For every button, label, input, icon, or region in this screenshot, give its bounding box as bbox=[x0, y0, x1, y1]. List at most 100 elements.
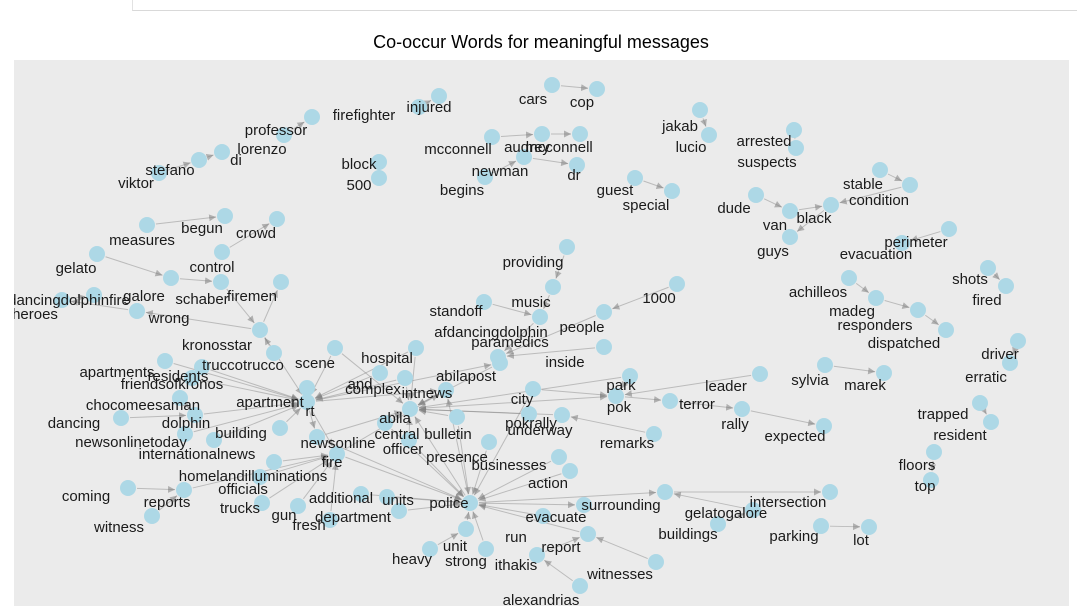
node-sylvia bbox=[817, 357, 833, 373]
node-lot bbox=[861, 519, 877, 535]
node-label-expected: expected bbox=[765, 428, 826, 445]
node-label-driver: driver bbox=[981, 346, 1019, 363]
node-and bbox=[372, 365, 388, 381]
node-suspects bbox=[788, 140, 804, 156]
node-label-newsonlinetoday: newsonlinetoday bbox=[75, 434, 187, 451]
node-label-special: special bbox=[623, 197, 670, 214]
edge-inside-paramedics bbox=[506, 347, 596, 359]
node-unit bbox=[458, 521, 474, 537]
node-central bbox=[377, 415, 393, 431]
node-label-achilleos: achilleos bbox=[789, 284, 847, 301]
edge-police-evacuate bbox=[478, 501, 576, 509]
node-internationalnews bbox=[206, 432, 222, 448]
node-fresh bbox=[322, 512, 338, 528]
node-reports bbox=[176, 482, 192, 498]
node-heroes bbox=[54, 292, 70, 308]
node-viktor bbox=[151, 165, 167, 181]
node-afdancingdolphin bbox=[532, 309, 548, 325]
node-label-officials: officials bbox=[218, 481, 268, 498]
node-label-sylvia: sylvia bbox=[791, 372, 829, 389]
node-label-top: top bbox=[915, 478, 936, 495]
node-label-standoff: standoff bbox=[429, 303, 483, 320]
node-begun bbox=[217, 208, 233, 224]
edge-lorenzo-professor bbox=[291, 121, 305, 131]
node-di bbox=[214, 144, 230, 160]
node-intersection bbox=[822, 484, 838, 500]
node-label-suspects: suspects bbox=[737, 154, 796, 171]
node-gelato bbox=[89, 246, 105, 262]
edge-people-paramedics bbox=[506, 315, 596, 354]
edge-galore-schaber bbox=[179, 277, 213, 285]
node-label-alexandrias: alexandrias bbox=[503, 592, 580, 606]
node-label-additional: additional bbox=[309, 490, 373, 507]
node-schaber bbox=[213, 274, 229, 290]
node-officer bbox=[401, 432, 417, 448]
node-label-black: black bbox=[796, 210, 832, 227]
node-trapped bbox=[972, 395, 988, 411]
edge-fresh-fire bbox=[330, 462, 339, 512]
node-label-truccotrucco: truccotrucco bbox=[202, 357, 284, 374]
edge-building-rt bbox=[286, 407, 301, 423]
node-label-van: van bbox=[763, 217, 787, 234]
edge-friendsofkronos-rt bbox=[200, 379, 299, 403]
node-label-audrey: audrey bbox=[504, 139, 550, 156]
node-gun bbox=[290, 498, 306, 514]
node-city bbox=[525, 381, 541, 397]
node-dispatched bbox=[938, 322, 954, 338]
edge-rt-intnews bbox=[315, 387, 438, 402]
node-hospital bbox=[408, 340, 424, 356]
node-begins bbox=[477, 169, 493, 185]
edge-responders-dispatched bbox=[925, 314, 939, 326]
node-floors bbox=[926, 444, 942, 460]
node-van bbox=[782, 203, 798, 219]
node-driver bbox=[1010, 333, 1026, 349]
node-label-abila: abila bbox=[379, 410, 411, 427]
node-wrong bbox=[129, 303, 145, 319]
node-1000 bbox=[669, 276, 685, 292]
node-label-control: control bbox=[189, 259, 234, 276]
edge-and-rt bbox=[315, 375, 372, 400]
edge-abila-pok bbox=[418, 393, 608, 409]
edge-complex-rt bbox=[315, 379, 397, 402]
edge-buildings-gelatogalore bbox=[726, 512, 745, 522]
edge-newsonline-police bbox=[325, 440, 462, 500]
node-police bbox=[462, 495, 478, 511]
node-label-floors: floors bbox=[899, 457, 936, 474]
node-label-surrounding: surrounding bbox=[581, 497, 660, 514]
edge-city-pok bbox=[541, 389, 608, 399]
node-evacuation bbox=[894, 235, 910, 251]
node-truccotrucco bbox=[266, 345, 282, 361]
node-report bbox=[580, 526, 596, 542]
edge-stefano-di bbox=[205, 153, 214, 161]
node-label-1000: 1000 bbox=[642, 290, 675, 307]
node-label-schaber: schaber bbox=[175, 291, 228, 308]
edge-wrong-heroes bbox=[70, 298, 129, 311]
node-label-pok: pok bbox=[607, 399, 632, 416]
node-label-resident: resident bbox=[933, 427, 987, 444]
edge-fire-police bbox=[345, 456, 462, 501]
node-label-trucks: trucks bbox=[220, 500, 260, 517]
node-label-mcconnell: mcconnell bbox=[424, 141, 492, 158]
node-label-newman: newman bbox=[472, 163, 529, 180]
node-scene bbox=[327, 340, 343, 356]
node-label-professor: professor bbox=[245, 122, 308, 139]
node-label-pokrally: pokrally bbox=[505, 415, 557, 432]
node-control bbox=[214, 244, 230, 260]
node-top bbox=[923, 472, 939, 488]
node-madeg bbox=[868, 290, 884, 306]
node-label-di: di bbox=[230, 152, 242, 169]
node-condition bbox=[902, 177, 918, 193]
node-music bbox=[545, 279, 561, 295]
edge-gelato-galore bbox=[105, 256, 163, 277]
node-label-underway: underway bbox=[507, 422, 573, 439]
node-terror bbox=[662, 393, 678, 409]
node-label-arrested: arrested bbox=[736, 133, 791, 150]
node-people bbox=[596, 304, 612, 320]
node-apartment bbox=[299, 380, 315, 396]
edge-strong-police bbox=[471, 511, 484, 541]
node-trucks bbox=[254, 495, 270, 511]
node-pok bbox=[608, 388, 624, 404]
node-label-businesses: businesses bbox=[471, 457, 546, 474]
node-park bbox=[622, 368, 638, 384]
node-label-newsonline: newsonline bbox=[300, 435, 375, 452]
